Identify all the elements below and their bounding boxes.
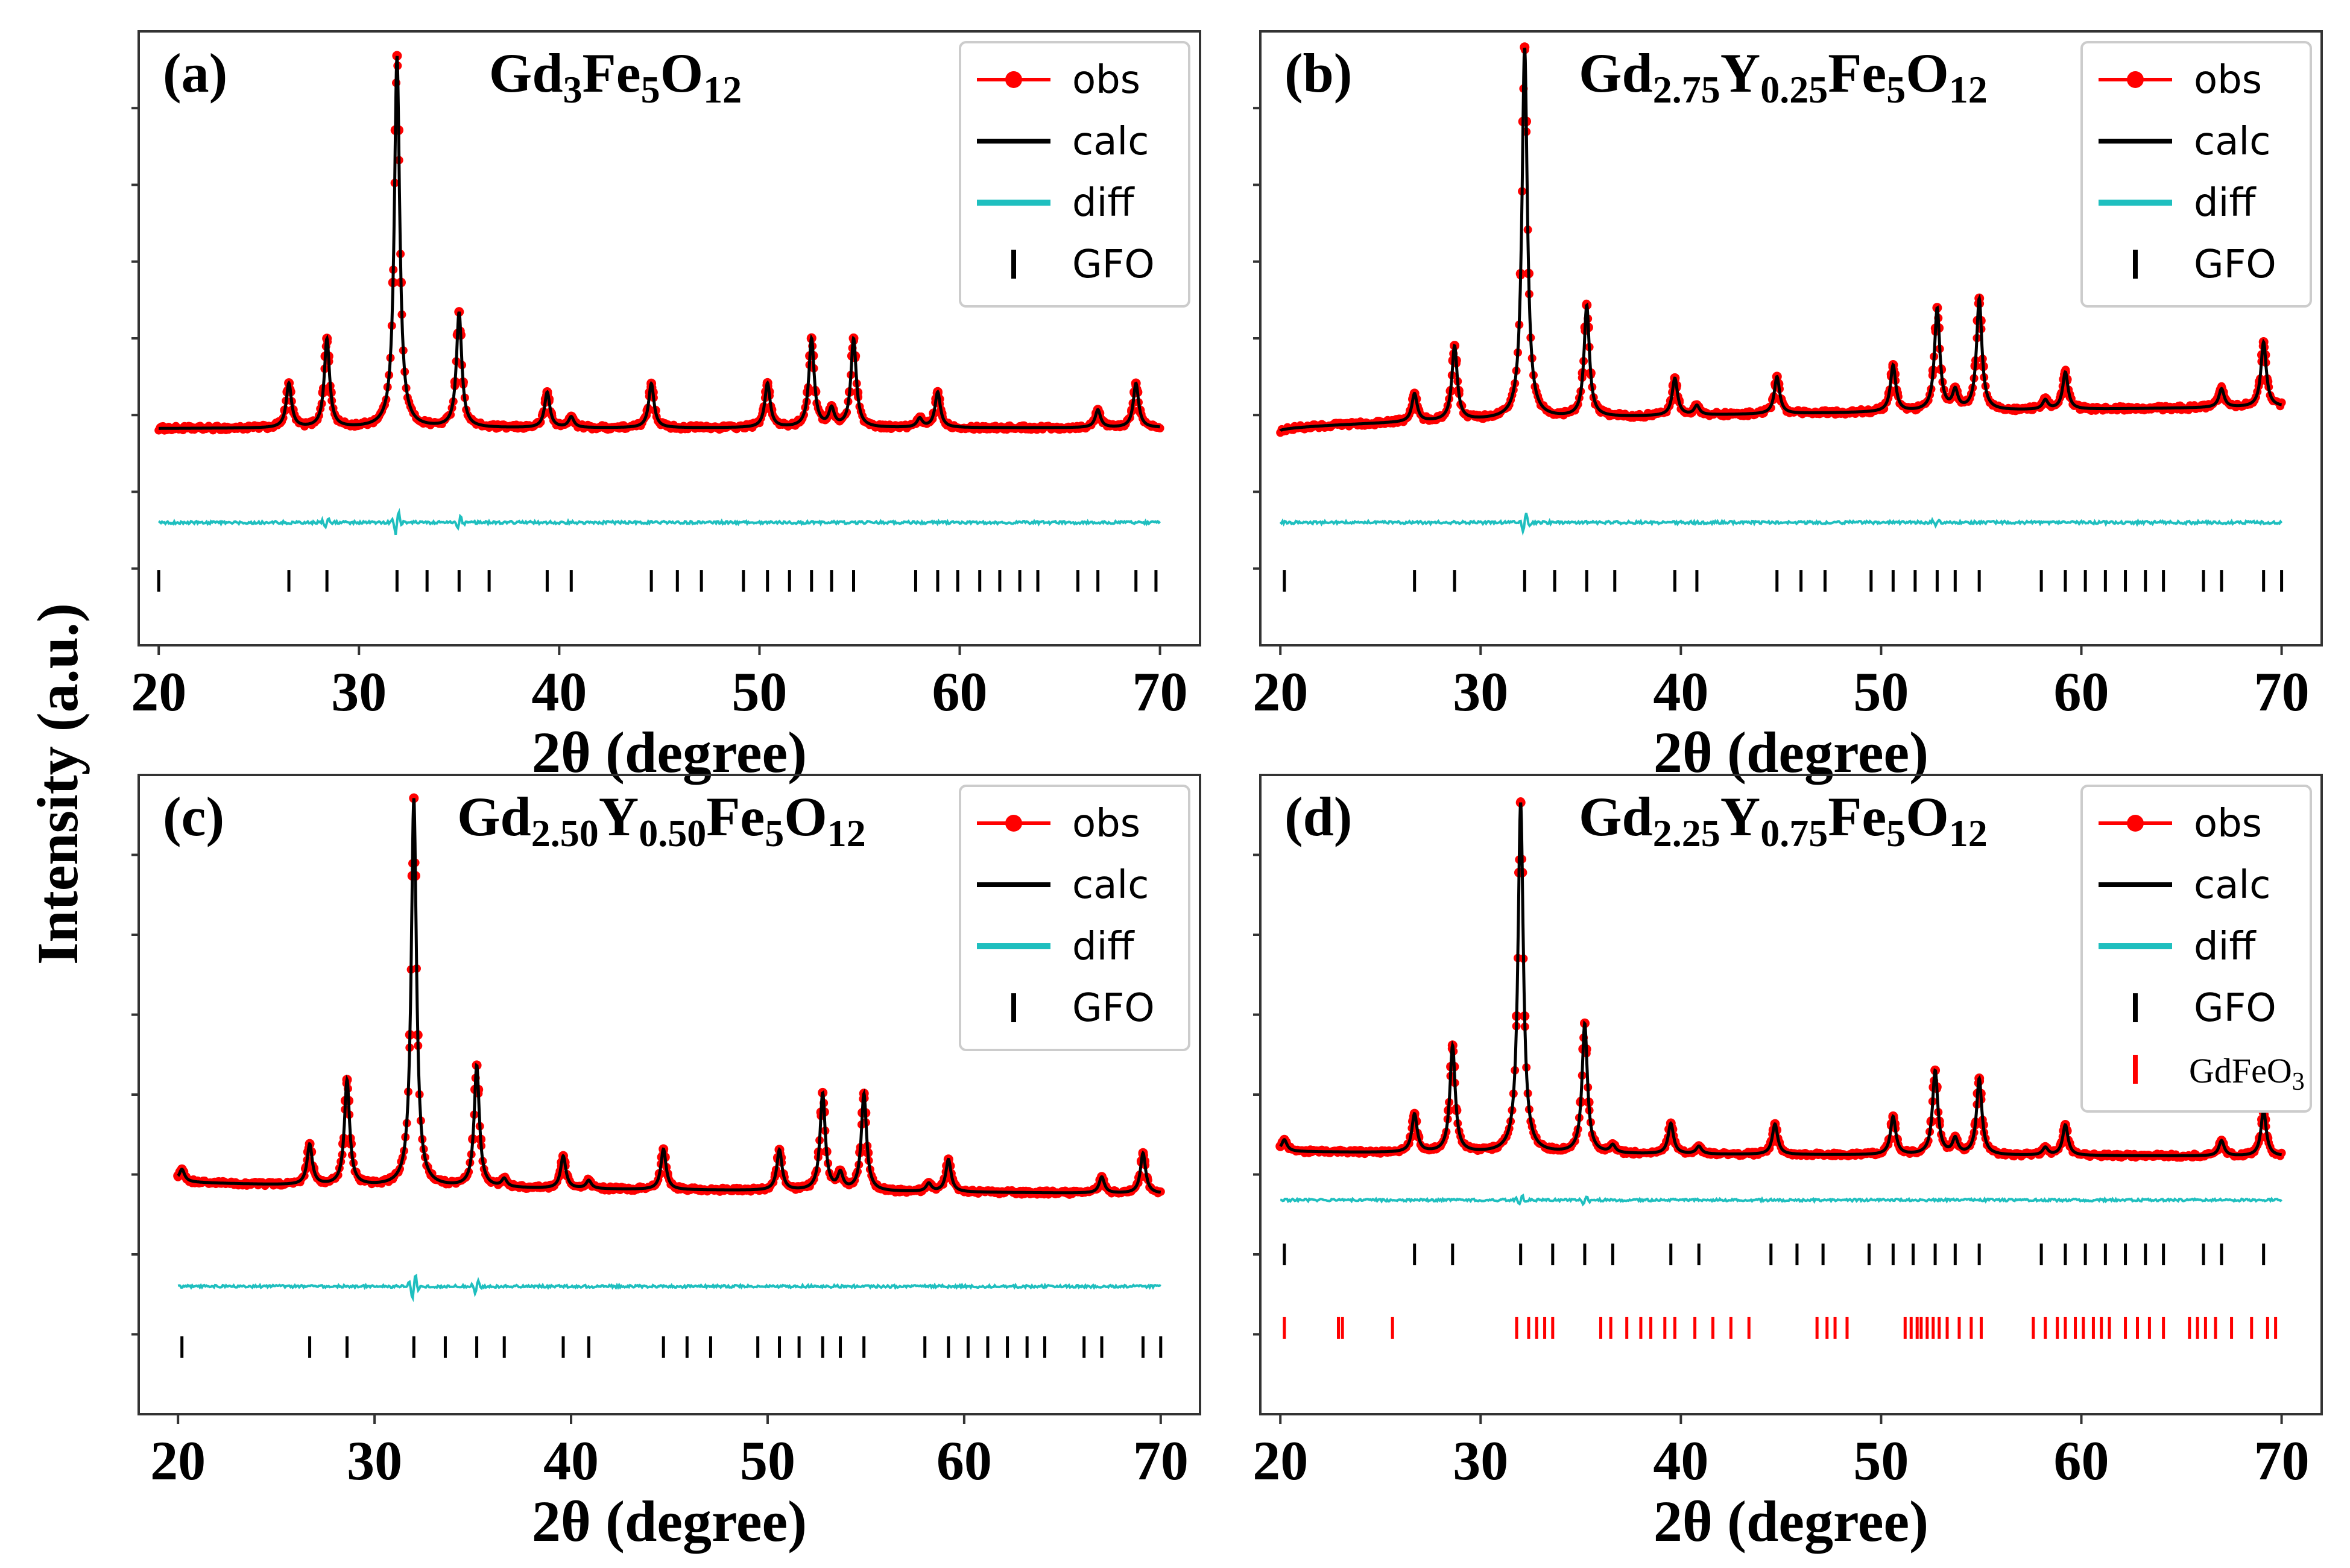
legend: obs calc diff GFO <box>959 41 1190 308</box>
panel-label: (c) <box>163 786 224 847</box>
panel-label: (b) <box>1284 42 1352 104</box>
legend-obs-marker <box>2127 815 2144 832</box>
legend-label: obs <box>2194 801 2262 846</box>
chart-panel-c: 20 30 40 50 60 70 2θ (degree) (c) Gd2.50Y0.50Fe5… <box>131 774 1201 1554</box>
legend-obs-marker <box>1005 71 1022 88</box>
diff-line <box>157 508 1161 536</box>
legend-box <box>2080 41 2312 308</box>
x-tick-label: 20 <box>131 661 186 722</box>
diff-line <box>1280 1193 2282 1207</box>
x-tick-label: 60 <box>937 1430 992 1491</box>
calc-line <box>159 55 1160 430</box>
x-tick-label: 30 <box>331 661 387 722</box>
legend-obs-marker <box>2127 71 2144 88</box>
legend-label: obs <box>1072 801 1140 846</box>
x-tick-label: 40 <box>531 661 587 722</box>
x-tick-label: 60 <box>2054 1430 2109 1491</box>
legend: obs calc diff GFO <box>2080 41 2312 308</box>
legend-label: calc <box>2194 119 2270 164</box>
calc-line <box>1279 47 2282 432</box>
x-tick-label: 70 <box>1133 1430 1189 1491</box>
compound-formula: Gd2.50Y0.50Fe5O12 <box>457 786 866 855</box>
x-tick-label: 20 <box>150 1430 206 1491</box>
x-tick-label: 30 <box>347 1430 402 1491</box>
x-tick-label: 50 <box>1853 661 1909 722</box>
compound-formula: Gd2.75Y0.25Fe5O12 <box>1579 42 1988 111</box>
legend-label: GFO <box>2194 242 2276 287</box>
x-tick-label: 40 <box>1653 661 1708 722</box>
x-tick-label: 40 <box>543 1430 599 1491</box>
legend-label: obs <box>2194 58 2262 103</box>
legend-label: diff <box>1072 181 1135 226</box>
legend-box <box>959 41 1190 308</box>
legend-label: obs <box>1072 58 1140 103</box>
x-tick-label: 70 <box>1132 661 1188 722</box>
legend-label: diff <box>2194 925 2257 969</box>
compound-formula: Gd2.25Y0.75Fe5O12 <box>1579 786 1988 855</box>
legend-obs-marker <box>1005 815 1022 832</box>
x-axis-label: 2θ (degree) <box>532 1489 807 1554</box>
legend: obs calc diff GFO GdFeO3 <box>2080 785 2312 1113</box>
x-axis-label: 2θ (degree) <box>1654 1489 1928 1554</box>
y-axis-label: Intensity (a.u.) <box>25 603 90 965</box>
x-tick-label: 50 <box>740 1430 795 1491</box>
x-tick-label: 70 <box>2254 661 2310 722</box>
x-tick-label: 20 <box>1252 1430 1308 1491</box>
x-tick-label: 30 <box>1453 1430 1508 1491</box>
diff-line <box>1279 513 2283 536</box>
legend-label: GFO <box>2194 986 2276 1031</box>
compound-formula: Gd3Fe5O12 <box>489 42 742 111</box>
legend: obs calc diff GFO <box>959 785 1190 1051</box>
x-tick-label: 50 <box>731 661 787 722</box>
x-tick-label: 60 <box>932 661 988 722</box>
chart-panel-d: 20 30 40 50 60 70 2θ (degree) (d) Gd2.25Y0.75Fe5… <box>1252 774 2323 1554</box>
legend-label: calc <box>1072 119 1149 164</box>
x-tick-label: 30 <box>1453 661 1508 722</box>
diff-line <box>177 1274 1161 1303</box>
obs-point <box>392 51 402 61</box>
x-tick-label: 20 <box>1252 661 1308 722</box>
panel-label: (d) <box>1284 786 1352 847</box>
legend-label: GFO <box>1072 986 1155 1031</box>
legend-label: GFO <box>1072 242 1155 287</box>
legend-label: calc <box>2194 863 2270 908</box>
legend-label: diff <box>1072 925 1135 969</box>
panel-label: (a) <box>163 42 227 104</box>
x-tick-label: 70 <box>2254 1430 2310 1491</box>
x-tick-label: 50 <box>1853 1430 1909 1491</box>
legend-label: diff <box>2194 181 2257 226</box>
x-tick-label: 60 <box>2054 661 2109 722</box>
legend-label: calc <box>1072 863 1149 908</box>
legend-label: GdFeO3 <box>2189 1051 2305 1096</box>
obs-point <box>1520 42 1530 52</box>
x-tick-label: 40 <box>1653 1430 1708 1491</box>
